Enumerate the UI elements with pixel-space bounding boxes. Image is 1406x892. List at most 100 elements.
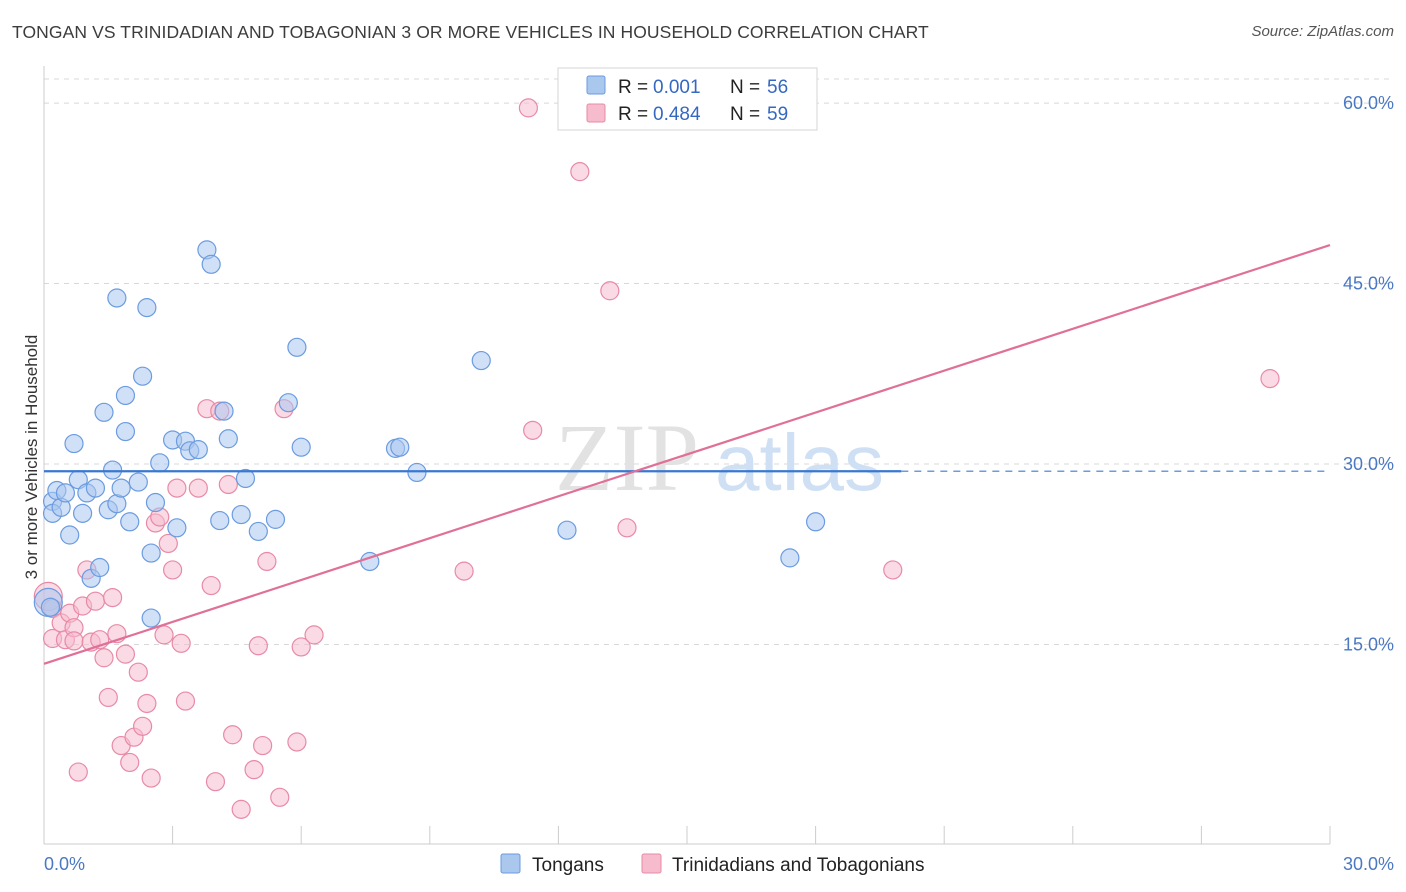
- tongan-point: [72, 503, 93, 523]
- tongan-point: [278, 393, 298, 413]
- trinidadian-point: [128, 662, 148, 682]
- tongan-point: [291, 437, 311, 457]
- tongan-point: [235, 468, 256, 489]
- tongan-point: [390, 437, 410, 457]
- tongan-point: [120, 512, 140, 532]
- trinidadian-point: [64, 631, 84, 651]
- trinidadian-point: [257, 551, 277, 572]
- trinidadian-point: [141, 768, 161, 788]
- trinidadian-point: [102, 587, 123, 608]
- series-trinidadian-points: [33, 98, 1280, 819]
- trinidadian-point: [98, 687, 118, 708]
- bottom-legend-tongans: Tongans: [532, 855, 604, 876]
- chart-title: TONGAN VS TRINIDADIAN AND TOBAGONIAN 3 O…: [12, 22, 929, 42]
- tongan-point: [188, 439, 208, 460]
- trinidadian-point: [163, 560, 183, 580]
- watermark: ZIP atlas: [555, 404, 884, 511]
- trinidadian-point: [218, 474, 238, 495]
- tongan-point: [94, 402, 114, 422]
- tongan-point: [167, 518, 187, 538]
- tongan-point: [248, 521, 268, 542]
- trinidadian-point: [253, 735, 273, 756]
- trinidadian-point: [158, 533, 178, 554]
- trinidadian-point: [68, 762, 88, 782]
- trinidadian-point: [85, 591, 106, 611]
- tongan-point: [265, 509, 286, 529]
- tongan-point: [111, 478, 131, 498]
- y-tick-label: 15.0%: [1343, 635, 1394, 655]
- trinidadian-point: [94, 648, 114, 668]
- axes: [43, 66, 1331, 845]
- trinidadian-point: [115, 644, 136, 664]
- y-tick-label: 60.0%: [1343, 93, 1394, 113]
- trinidadian-point: [454, 561, 474, 581]
- legend-swatch-tongans: [586, 75, 606, 95]
- x-tick-labels: 0.0% 30.0%: [44, 854, 1394, 874]
- tongan-point: [55, 483, 76, 503]
- trinidadian-point: [120, 752, 140, 773]
- tongan-point: [60, 525, 80, 545]
- tongan-point: [557, 520, 577, 540]
- trinidadian-point: [223, 725, 243, 745]
- trinidadian-point: [287, 732, 307, 752]
- trinidadian-point: [205, 772, 226, 792]
- tongan-point: [90, 557, 110, 578]
- y-axis-label: 3 or more Vehicles in Household: [22, 335, 41, 580]
- trinidadian-point: [304, 625, 324, 645]
- tongan-point: [102, 460, 123, 480]
- tongan-point: [805, 512, 826, 532]
- trinidadian-point: [132, 716, 153, 736]
- trinidadian-point: [244, 760, 264, 780]
- legend-n-label-1: N =: [730, 77, 760, 98]
- trinidadian-point: [154, 625, 174, 645]
- tongan-point: [150, 453, 170, 473]
- trinidadian-point: [523, 420, 543, 440]
- series-tongan-points: [33, 240, 826, 628]
- y-tick-label: 30.0%: [1343, 454, 1394, 474]
- trinidadian-point: [1260, 369, 1280, 389]
- tongan-point: [85, 478, 106, 498]
- tongan-point: [407, 462, 427, 483]
- tongan-point: [115, 385, 136, 406]
- tongan-point: [201, 254, 221, 274]
- legend-swatch-trinidadians: [586, 103, 606, 123]
- trinidadian-point: [175, 691, 196, 711]
- stats-legend: R = 0.001 N = 56 R = 0.484 N = 59: [557, 67, 818, 131]
- x-tick-label-min: 0.0%: [44, 854, 85, 874]
- trinidadian-point: [291, 637, 311, 657]
- watermark-atlas: atlas: [715, 418, 884, 507]
- trinidadian-point: [188, 478, 208, 498]
- bottom-legend-swatch-tongans: [500, 853, 521, 874]
- tongan-point: [137, 298, 157, 318]
- trinidadian-point: [270, 787, 290, 807]
- tongan-point: [132, 366, 153, 386]
- series-legend: Tongans Trinidadians and Tobagonians: [500, 853, 924, 876]
- y-tick-labels: 15.0% 30.0% 45.0% 60.0%: [1343, 93, 1394, 654]
- trinidadian-point: [617, 518, 637, 538]
- tongan-point: [115, 421, 136, 442]
- legend-r-label-2: R =: [618, 104, 648, 125]
- trinidadian-point: [600, 281, 620, 301]
- trinidadian-point: [201, 575, 221, 596]
- tongan-point: [210, 510, 230, 531]
- legend-n-value-1: 56: [767, 77, 788, 98]
- trinidadian-point: [167, 478, 187, 498]
- source-label: Source: ZipAtlas.com: [1251, 23, 1394, 40]
- tongan-point: [471, 350, 491, 371]
- legend-n-value-2: 59: [767, 104, 788, 125]
- legend-n-label-2: N =: [730, 104, 760, 125]
- tongan-point: [107, 288, 127, 308]
- tongan-point: [145, 492, 166, 513]
- trinidadian-point: [248, 636, 268, 656]
- tongan-point: [780, 548, 800, 568]
- tongan-point: [231, 504, 251, 525]
- trinidadian-point: [570, 162, 590, 182]
- legend-r-label-1: R =: [618, 77, 648, 98]
- tongan-point: [40, 597, 61, 617]
- tongan-point: [64, 433, 84, 454]
- trinidadian-point: [137, 693, 157, 714]
- bottom-legend-trinidadians: Trinidadians and Tobagonians: [672, 855, 924, 876]
- tongan-point: [141, 543, 161, 563]
- trinidadian-point: [518, 98, 538, 118]
- tongan-point: [128, 472, 148, 492]
